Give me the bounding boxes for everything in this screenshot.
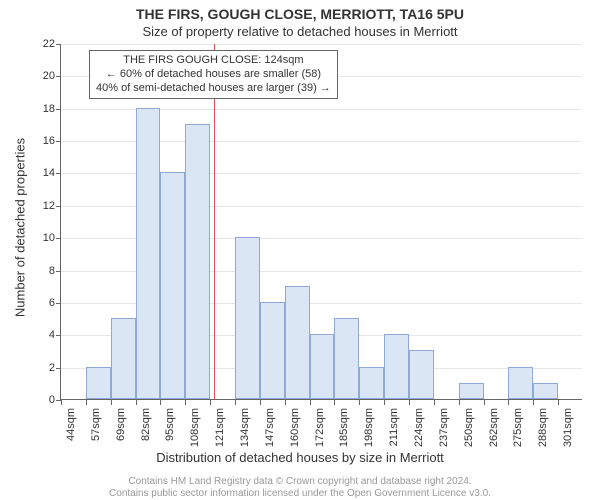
x-tick-mark	[86, 400, 87, 405]
y-tick-label: 22	[31, 38, 55, 50]
x-tick-mark	[285, 400, 286, 405]
x-tick-label: 147sqm	[264, 408, 276, 458]
x-tick-label: 160sqm	[289, 408, 301, 458]
y-tick-mark	[56, 44, 61, 45]
y-tick-label: 20	[31, 70, 55, 82]
x-tick-mark	[409, 400, 410, 405]
x-tick-label: 224sqm	[413, 408, 425, 458]
gridline	[61, 44, 582, 45]
y-tick-mark	[56, 76, 61, 77]
x-tick-label: 198sqm	[363, 408, 375, 458]
x-tick-label: 108sqm	[189, 408, 201, 458]
y-tick-mark	[56, 173, 61, 174]
annotation-line: ← 60% of detached houses are smaller (58…	[96, 68, 331, 82]
histogram-bar	[334, 318, 359, 399]
plot-area: 024681012141618202244sqm57sqm69sqm82sqm9…	[60, 44, 582, 400]
annotation-line: 40% of semi-detached houses are larger (…	[96, 82, 331, 96]
histogram-bar	[409, 350, 434, 399]
x-tick-mark	[434, 400, 435, 405]
histogram-bar	[285, 286, 310, 399]
y-tick-label: 2	[31, 362, 55, 374]
histogram-bar	[508, 367, 533, 399]
x-tick-label: 262sqm	[488, 408, 500, 458]
y-tick-mark	[56, 368, 61, 369]
x-tick-mark	[508, 400, 509, 405]
y-tick-mark	[56, 238, 61, 239]
y-tick-label: 16	[31, 135, 55, 147]
chart-root: THE FIRS, GOUGH CLOSE, MERRIOTT, TA16 5P…	[0, 0, 600, 500]
x-tick-mark	[533, 400, 534, 405]
x-tick-label: 275sqm	[512, 408, 524, 458]
x-tick-label: 57sqm	[90, 408, 102, 458]
chart-title: THE FIRS, GOUGH CLOSE, MERRIOTT, TA16 5P…	[0, 6, 600, 22]
footer-line-1: Contains HM Land Registry data © Crown c…	[0, 476, 600, 487]
x-tick-label: 301sqm	[562, 408, 574, 458]
x-tick-mark	[111, 400, 112, 405]
x-tick-label: 121sqm	[214, 408, 226, 458]
histogram-bar	[136, 108, 161, 399]
x-tick-label: 172sqm	[314, 408, 326, 458]
y-tick-mark	[56, 303, 61, 304]
y-tick-mark	[56, 271, 61, 272]
y-tick-mark	[56, 141, 61, 142]
x-tick-mark	[334, 400, 335, 405]
histogram-bar	[86, 367, 111, 399]
y-tick-mark	[56, 206, 61, 207]
y-axis-label: Number of detached properties	[13, 78, 28, 378]
y-tick-label: 10	[31, 232, 55, 244]
x-tick-mark	[136, 400, 137, 405]
x-tick-label: 185sqm	[338, 408, 350, 458]
histogram-bar	[260, 302, 285, 399]
x-tick-mark	[558, 400, 559, 405]
histogram-bar	[160, 172, 185, 399]
x-tick-label: 95sqm	[164, 408, 176, 458]
x-tick-label: 250sqm	[463, 408, 475, 458]
y-tick-label: 12	[31, 200, 55, 212]
y-tick-label: 6	[31, 297, 55, 309]
footer-line-2: Contains public sector information licen…	[0, 488, 600, 499]
annotation-box: THE FIRS GOUGH CLOSE: 124sqm← 60% of det…	[89, 50, 338, 99]
histogram-bar	[459, 383, 484, 399]
y-tick-label: 18	[31, 103, 55, 115]
x-tick-mark	[459, 400, 460, 405]
histogram-bar	[235, 237, 260, 399]
histogram-bar	[310, 334, 335, 399]
y-tick-label: 14	[31, 167, 55, 179]
x-tick-mark	[160, 400, 161, 405]
x-tick-mark	[484, 400, 485, 405]
x-tick-label: 82sqm	[140, 408, 152, 458]
chart-subtitle: Size of property relative to detached ho…	[0, 24, 600, 39]
histogram-bar	[384, 334, 409, 399]
x-tick-mark	[260, 400, 261, 405]
x-tick-label: 69sqm	[115, 408, 127, 458]
x-tick-mark	[185, 400, 186, 405]
x-tick-label: 44sqm	[65, 408, 77, 458]
x-tick-label: 288sqm	[537, 408, 549, 458]
histogram-bar	[185, 124, 210, 399]
x-tick-mark	[384, 400, 385, 405]
x-tick-label: 134sqm	[239, 408, 251, 458]
x-tick-mark	[310, 400, 311, 405]
x-tick-label: 237sqm	[438, 408, 450, 458]
x-tick-mark	[235, 400, 236, 405]
histogram-bar	[533, 383, 558, 399]
annotation-line: THE FIRS GOUGH CLOSE: 124sqm	[96, 54, 331, 68]
y-tick-label: 0	[31, 394, 55, 406]
histogram-bar	[359, 367, 384, 399]
y-tick-label: 4	[31, 329, 55, 341]
y-tick-mark	[56, 335, 61, 336]
y-tick-mark	[56, 109, 61, 110]
y-tick-label: 8	[31, 265, 55, 277]
x-tick-mark	[210, 400, 211, 405]
x-tick-mark	[61, 400, 62, 405]
histogram-bar	[111, 318, 136, 399]
x-tick-label: 211sqm	[388, 408, 400, 458]
x-tick-mark	[359, 400, 360, 405]
